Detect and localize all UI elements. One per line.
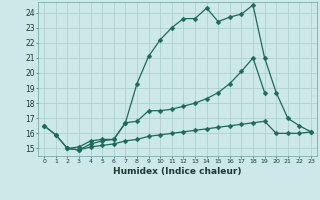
X-axis label: Humidex (Indice chaleur): Humidex (Indice chaleur)	[113, 167, 242, 176]
